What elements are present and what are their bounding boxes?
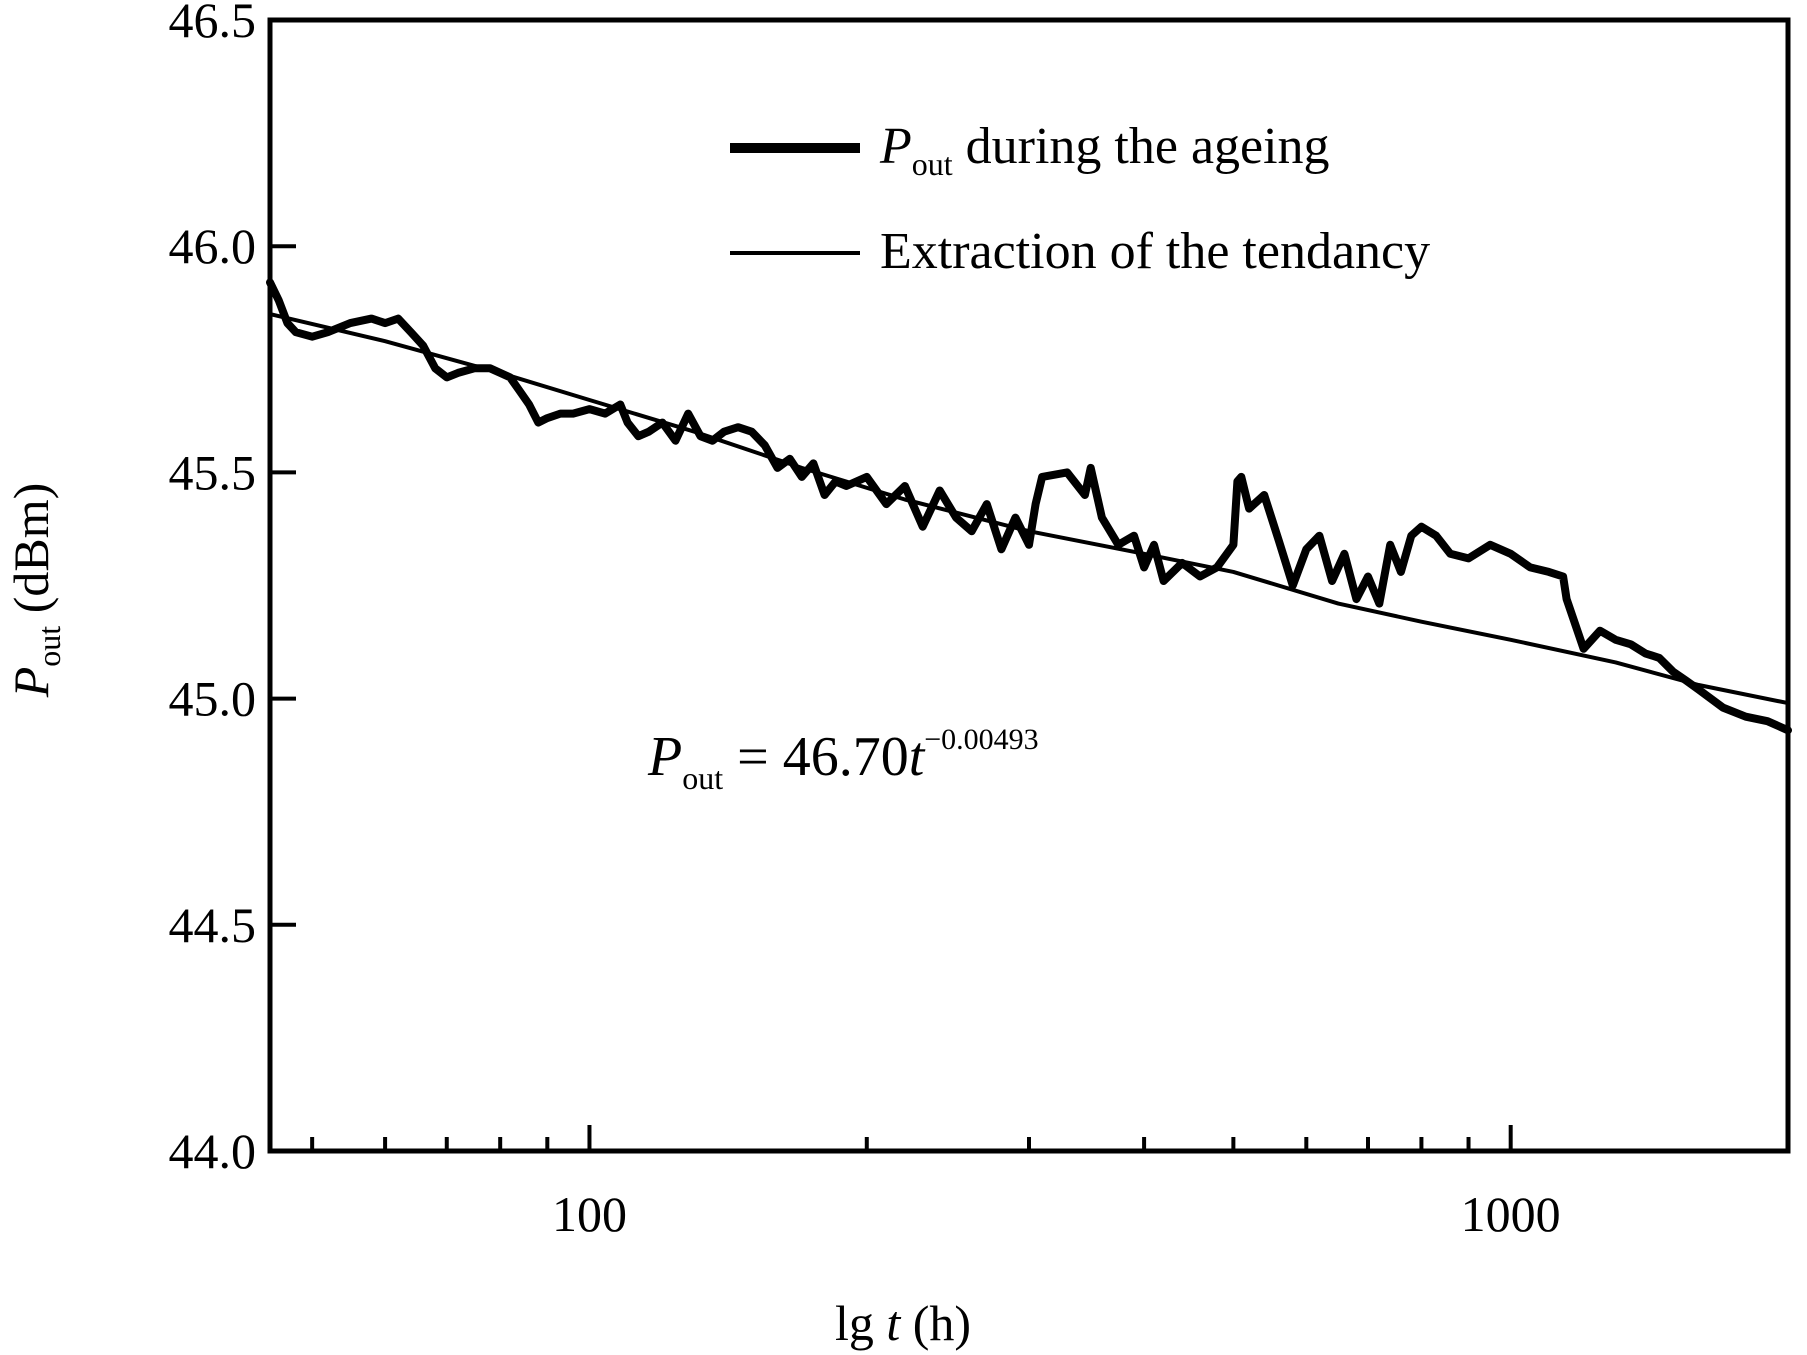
y-tick-label-46.0: 46.0 <box>169 218 257 274</box>
x-axis-label: lg t (h) <box>835 1295 971 1351</box>
x-axis-label-unit: (h) <box>900 1295 971 1351</box>
x-axis-label-variable: t <box>886 1295 901 1351</box>
equation-symbol: P <box>647 726 682 788</box>
equation-annotation: Pout = 46.70t−0.00493 <box>647 723 1039 796</box>
equation-subscript: out <box>682 760 723 796</box>
y-axis-label: Pout (dBm) <box>3 483 67 698</box>
series-line-trend <box>268 312 1790 706</box>
x-tick-label-1000: 1000 <box>1461 1186 1561 1242</box>
x-axis-label-prefix: lg <box>835 1295 886 1351</box>
y-axis-label-subscript: out <box>31 626 67 667</box>
legend-label-trend: Extraction of the tendancy <box>880 223 1430 280</box>
equation-coefficient: = 46.70 <box>723 726 909 788</box>
y-axis-label-symbol: P <box>3 667 59 699</box>
plot-lines <box>266 278 1792 735</box>
series-line-measured <box>266 278 1792 735</box>
y-tick-label-44.5: 44.5 <box>169 897 257 953</box>
y-tick-label-45.5: 45.5 <box>169 444 257 500</box>
legend-label-measured-subscript: out <box>912 146 953 182</box>
legend: Pout during the ageing Extraction of the… <box>730 118 1430 280</box>
equation-exponent: −0.00493 <box>924 723 1038 756</box>
y-axis-label-unit: (dBm) <box>3 483 59 626</box>
legend-label-measured-symbol: P <box>879 118 912 175</box>
plot-frame <box>267 17 1791 1154</box>
legend-label-measured-rest: during the ageing <box>953 118 1330 175</box>
x-tick-label-100: 100 <box>552 1186 627 1242</box>
y-tick-label-46.5: 46.5 <box>169 0 257 48</box>
legend-label-measured: Pout during the ageing <box>879 118 1330 182</box>
equation-variable: t <box>909 726 926 788</box>
y-tick-label-45.0: 45.0 <box>169 671 257 727</box>
tick-labels: 44.0 44.5 45.0 45.5 46.0 46.5 100 1000 <box>169 0 1561 1242</box>
y-tick-label-44.0: 44.0 <box>169 1123 257 1179</box>
